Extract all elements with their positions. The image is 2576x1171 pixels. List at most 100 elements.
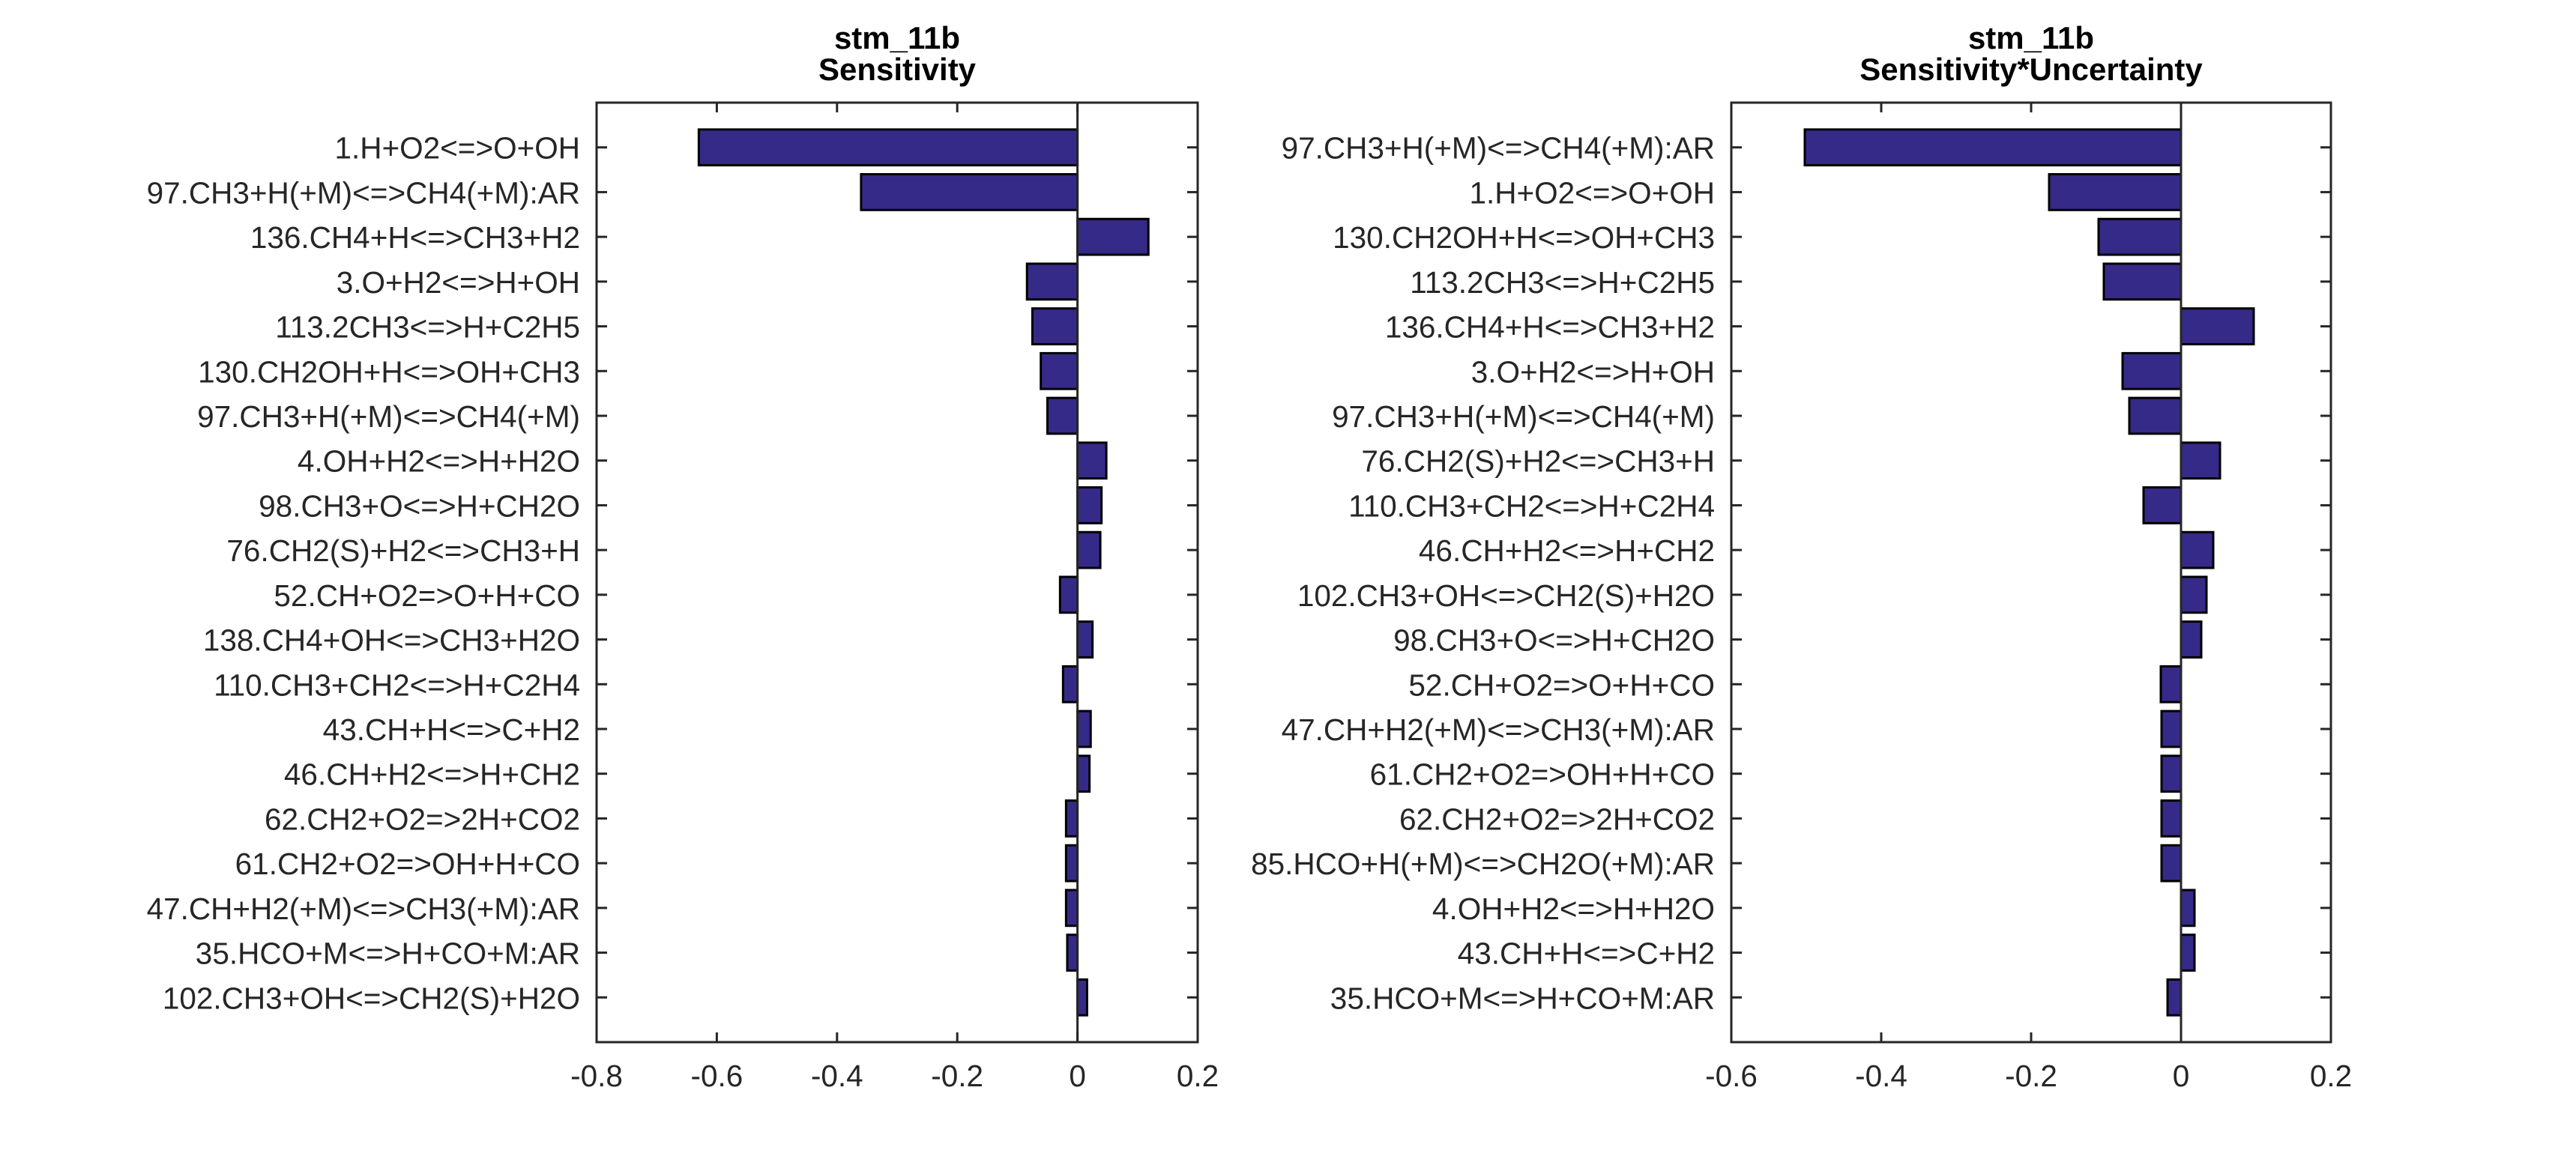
bar <box>860 173 1079 211</box>
bar <box>2048 173 2183 211</box>
chart-title-line2: Sensitivity*Uncertainty <box>1859 52 2203 87</box>
bar <box>2128 396 2183 435</box>
bar <box>1076 486 1103 524</box>
bar <box>1061 665 1079 703</box>
chart-title-line2: Sensitivity <box>818 52 977 87</box>
bar <box>1040 351 1079 390</box>
y-category-label: 97.CH3+H(+M)<=>CH4(+M):AR <box>147 175 580 210</box>
y-category-label: 130.CH2OH+H<=>OH+CH3 <box>1333 220 1715 255</box>
bar <box>2160 799 2183 838</box>
y-category-label: 47.CH+H2(+M)<=>CH3(+M):AR <box>147 892 580 926</box>
y-category-label: 1.H+O2<=>O+OH <box>334 131 580 166</box>
y-category-label: 97.CH3+H(+M)<=>CH4(+M):AR <box>1282 131 1715 166</box>
y-category-label: 47.CH+H2(+M)<=>CH3(+M):AR <box>1282 712 1715 747</box>
y-category-label: 85.HCO+H(+M)<=>CH2O(+M):AR <box>1251 847 1715 881</box>
bar <box>697 128 1079 167</box>
bar <box>2160 844 2183 883</box>
bar <box>2159 665 2183 703</box>
bar <box>2097 217 2183 256</box>
y-category-label: 76.CH2(S)+H2<=>CH3+H <box>226 533 580 568</box>
bar <box>2121 351 2183 390</box>
sensitivity-uncertainty-chart: stm_11b Sensitivity*Uncertainty -0.6 -0.4… <box>1251 20 2352 1093</box>
y-category-label: 52.CH+O2=>O+H+CO <box>274 578 580 613</box>
bar <box>1066 934 1079 972</box>
bar <box>1031 307 1079 345</box>
bar <box>2102 262 2183 301</box>
y-category-label: 35.HCO+M<=>H+CO+M:AR <box>1330 981 1715 1015</box>
y-category-label: 113.2CH3<=>H+C2H5 <box>275 310 580 345</box>
y-category-label: 52.CH+O2=>O+H+CO <box>1408 668 1715 702</box>
bar <box>1046 396 1079 435</box>
y-category-label: 102.CH3+OH<=>CH2(S)+H2O <box>1297 578 1715 613</box>
y-category-label: 136.CH4+H<=>CH3+H2 <box>1385 310 1715 345</box>
y-category-label: 113.2CH3<=>H+C2H5 <box>1410 265 1715 300</box>
axes-box <box>595 101 1199 1044</box>
y-category-label: 46.CH+H2<=>H+CH2 <box>1419 533 1715 568</box>
y-category-label: 98.CH3+O<=>H+CH2O <box>1393 623 1715 658</box>
bar <box>2180 620 2203 659</box>
x-tick-label: -0.2 <box>2005 1059 2057 1093</box>
y-category-label: 138.CH4+OH<=>CH3+H2O <box>203 623 580 658</box>
bar <box>1076 754 1091 793</box>
bar <box>2180 441 2221 480</box>
y-category-label: 130.CH2OH+H<=>OH+CH3 <box>198 354 580 389</box>
bar <box>1064 844 1079 883</box>
chart-title-line1: stm_11b <box>1968 20 2094 55</box>
bar <box>2160 754 2183 793</box>
bar <box>1076 530 1102 569</box>
bar <box>2166 978 2183 1017</box>
x-tick-label: 0 <box>2173 1059 2190 1093</box>
y-category-label: 98.CH3+O<=>H+CH2O <box>259 488 580 523</box>
x-tick-label: 0.2 <box>2310 1059 2352 1093</box>
bar <box>1058 575 1079 614</box>
x-tick-label: 0.2 <box>1177 1059 1219 1093</box>
y-category-label: 4.OH+H2<=>H+H2O <box>298 444 580 479</box>
y-category-label: 3.O+H2<=>H+OH <box>1471 354 1715 389</box>
y-category-label: 61.CH2+O2=>OH+H+CO <box>1370 757 1715 792</box>
y-category-label: 61.CH2+O2=>OH+H+CO <box>235 847 580 881</box>
sensitivity-chart: stm_11b Sensitivity -0.8 -0.6 -0.4 -0.2 0 0.2… <box>147 20 1219 1093</box>
plot-area: -0.8 -0.6 -0.4 -0.2 0 0.2 1.H+O2<=>O+OH 97.CH3+… <box>147 101 1219 1093</box>
x-tick-label: -0.4 <box>1855 1059 1907 1093</box>
x-tick-label: 0 <box>1069 1059 1086 1093</box>
bar <box>1076 620 1094 659</box>
y-category-label: 62.CH2+O2=>2H+CO2 <box>265 802 580 836</box>
y-category-label: 110.CH3+CH2<=>H+C2H4 <box>1348 488 1715 523</box>
bar <box>2180 307 2255 345</box>
bar <box>1076 217 1150 256</box>
bar <box>1064 799 1079 838</box>
bar <box>1076 441 1108 480</box>
x-tick-label: -0.8 <box>570 1059 623 1093</box>
y-category-label: 4.OH+H2<=>H+H2O <box>1432 892 1715 926</box>
y-category-label: 43.CH+H<=>C+H2 <box>323 712 580 747</box>
y-category-label: 102.CH3+OH<=>CH2(S)+H2O <box>163 981 580 1015</box>
x-tick-label: -0.4 <box>811 1059 863 1093</box>
chart-title-line1: stm_11b <box>834 20 960 55</box>
bar <box>2180 575 2208 614</box>
bar <box>1803 128 2183 167</box>
x-tick-label: -0.6 <box>691 1059 743 1093</box>
y-category-label: 1.H+O2<=>O+OH <box>1469 175 1715 210</box>
axes-box <box>1730 101 2332 1044</box>
x-tick-label: -0.6 <box>1705 1059 1758 1093</box>
y-category-label: 110.CH3+CH2<=>H+C2H4 <box>214 668 580 702</box>
bar <box>1076 709 1092 748</box>
y-category-label: 35.HCO+M<=>H+CO+M:AR <box>196 937 580 971</box>
x-tick-label: -0.2 <box>931 1059 983 1093</box>
bar <box>1076 978 1088 1017</box>
plot-area: -0.6 -0.4 -0.2 0 0.2 97.CH3+H(+M)<=>CH4(+M):A… <box>1251 101 2352 1093</box>
y-category-label: 97.CH3+H(+M)<=>CH4(+M) <box>1332 399 1715 434</box>
bar <box>1025 262 1079 301</box>
bar <box>2142 486 2183 524</box>
bar <box>1064 889 1079 928</box>
y-category-label: 97.CH3+H(+M)<=>CH4(+M) <box>197 399 580 434</box>
y-category-label: 76.CH2(S)+H2<=>CH3+H <box>1361 444 1715 479</box>
y-category-label: 3.O+H2<=>H+OH <box>337 265 580 300</box>
y-category-label: 46.CH+H2<=>H+CH2 <box>284 757 580 792</box>
y-category-label: 62.CH2+O2=>2H+CO2 <box>1399 802 1715 836</box>
bar <box>2160 709 2183 748</box>
bar <box>2180 934 2196 972</box>
y-category-label: 43.CH+H<=>C+H2 <box>1458 937 1715 971</box>
bar <box>2180 530 2215 569</box>
